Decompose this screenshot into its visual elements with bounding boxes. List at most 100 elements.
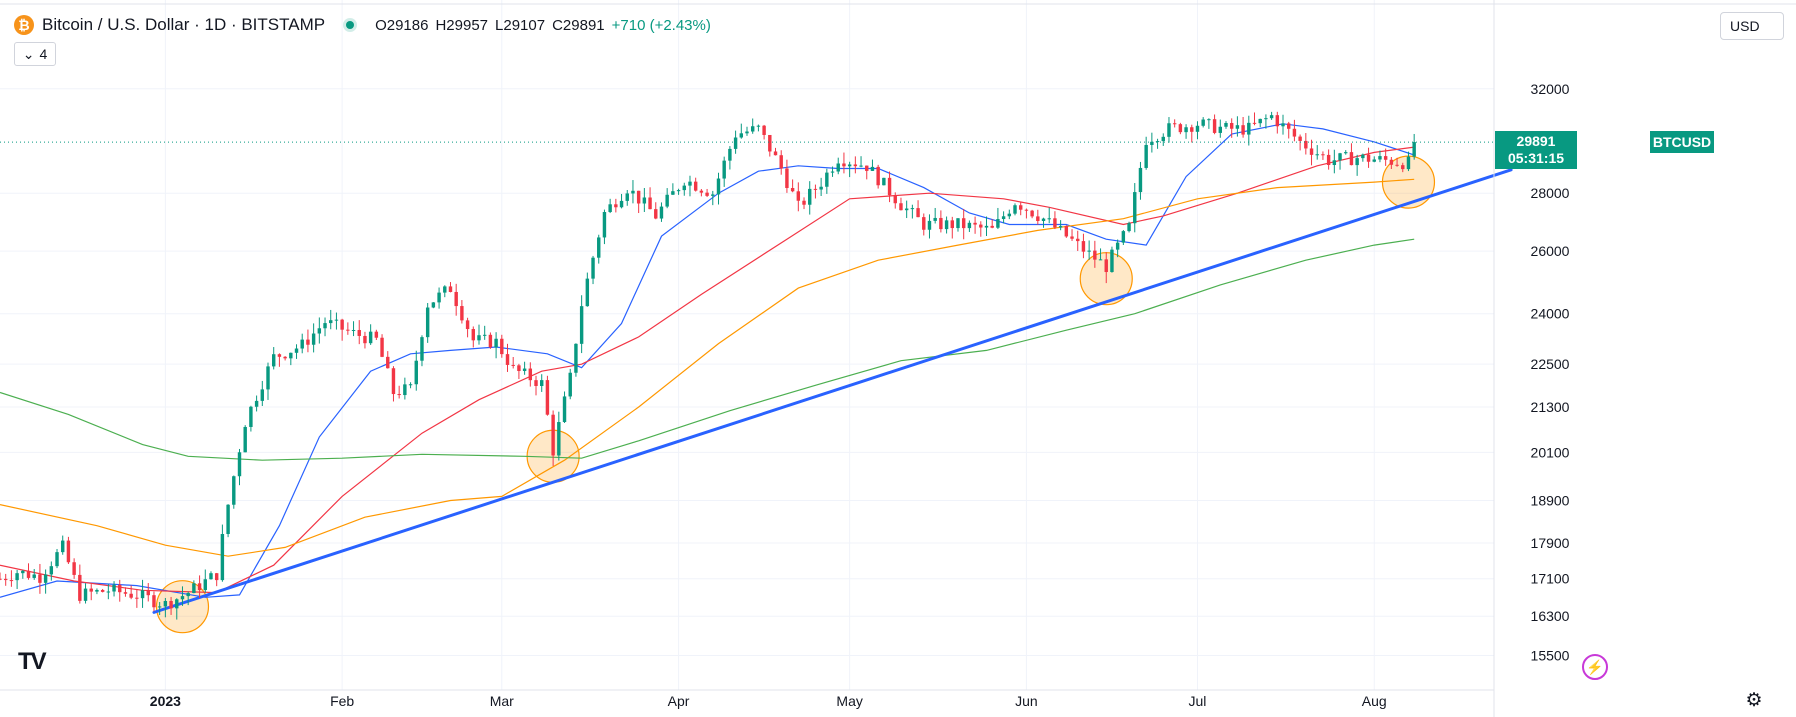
tradingview-logo[interactable]: TV xyxy=(18,648,47,675)
candle-body xyxy=(522,368,527,372)
candle-body xyxy=(899,203,903,211)
candle-body xyxy=(3,578,8,581)
y-tick-label: 17100 xyxy=(1531,571,1570,587)
candle-body xyxy=(112,584,116,592)
candle-body xyxy=(1018,205,1023,210)
candle-body xyxy=(887,177,892,196)
candle-body xyxy=(1064,226,1069,237)
candle-body xyxy=(853,164,858,167)
candle-body xyxy=(1264,118,1268,120)
candle-body xyxy=(534,380,538,386)
candle-body xyxy=(89,588,93,592)
candle-body xyxy=(705,192,709,196)
currency-selector[interactable]: USD xyxy=(1720,12,1784,40)
candle-body xyxy=(100,589,105,592)
candle-body xyxy=(1047,218,1051,220)
candle-body xyxy=(192,583,196,594)
currency-label: USD xyxy=(1730,18,1760,34)
candle-body xyxy=(1172,123,1177,125)
candle-body xyxy=(163,600,168,607)
bar-countdown: 05:31:15 xyxy=(1507,150,1565,167)
lightning-icon[interactable]: ⚡ xyxy=(1582,654,1608,680)
chevron-down-icon: ⌄ xyxy=(22,45,35,62)
candle-body xyxy=(146,590,150,596)
candle-body xyxy=(762,125,766,135)
candle-body xyxy=(1081,241,1086,252)
candle-body xyxy=(551,414,555,456)
candle-body xyxy=(910,208,915,210)
candle-body xyxy=(711,194,715,196)
trendline[interactable] xyxy=(152,168,1513,614)
candles xyxy=(0,111,1416,620)
y-tick-label: 20100 xyxy=(1531,444,1570,460)
candle-body xyxy=(289,352,293,359)
candle-body xyxy=(465,320,470,330)
candle-body xyxy=(1036,216,1040,222)
candle-body xyxy=(608,204,612,213)
candle-body xyxy=(1127,223,1131,232)
candle-body xyxy=(397,394,401,396)
candle-body xyxy=(78,574,82,601)
candle-body xyxy=(859,165,863,167)
candle-body xyxy=(802,200,806,205)
candle-body xyxy=(1315,154,1319,156)
candle-body xyxy=(728,148,732,161)
highlight-circle xyxy=(155,580,210,634)
candle-body xyxy=(568,372,572,397)
candle-body xyxy=(597,237,601,258)
candle-body xyxy=(1269,115,1274,119)
candle-body xyxy=(346,329,350,331)
candle-body xyxy=(1309,148,1314,155)
candle-body xyxy=(1024,209,1029,211)
change-value: +710 (+2.43%) xyxy=(611,16,711,34)
candle-body xyxy=(996,219,1000,228)
candle-body xyxy=(306,339,310,345)
y-tick-label: 24000 xyxy=(1531,306,1570,322)
candle-body xyxy=(294,348,299,353)
candle-body xyxy=(1235,125,1240,129)
candle-body xyxy=(956,218,960,229)
indicators-toggle[interactable]: ⌄ 4 xyxy=(14,42,56,66)
candle-body xyxy=(625,193,629,201)
candle-body xyxy=(408,384,413,386)
candle-body xyxy=(214,573,219,581)
candle-body xyxy=(676,190,681,192)
symbol-price-tag: BTCUSD xyxy=(1650,131,1714,154)
candle-body xyxy=(1138,167,1143,193)
candle-body xyxy=(83,588,88,601)
candle-body xyxy=(1195,125,1200,132)
candle-body xyxy=(1412,142,1416,157)
chart-header: ₿ Bitcoin / U.S. Dollar · 1D · BITSTAMP … xyxy=(14,12,711,38)
open-value: O29186 xyxy=(375,16,429,34)
candle-body xyxy=(448,286,453,292)
candle-body xyxy=(1212,119,1217,133)
candle-body xyxy=(471,329,476,341)
candle-body xyxy=(32,574,36,578)
candle-body xyxy=(243,426,247,453)
candle-body xyxy=(773,151,778,156)
candle-body xyxy=(180,596,185,600)
candle-body xyxy=(454,291,458,307)
candle-body xyxy=(1115,242,1120,250)
candle-body xyxy=(1104,259,1108,273)
y-tick-label: 28000 xyxy=(1531,185,1570,201)
candle-body xyxy=(15,573,19,581)
candle-body xyxy=(249,406,253,427)
symbol-title[interactable]: Bitcoin / U.S. Dollar · 1D · BITSTAMP xyxy=(42,15,326,34)
candle-body xyxy=(904,208,909,211)
candle-body xyxy=(169,600,173,609)
candle-body xyxy=(1395,164,1399,166)
candle-body xyxy=(699,190,704,193)
gear-icon[interactable]: ⚙ xyxy=(1745,689,1763,711)
candle-body xyxy=(1383,156,1388,160)
bitcoin-icon: ₿ xyxy=(14,15,34,35)
candle-body xyxy=(1389,159,1394,165)
x-tick-label: Mar xyxy=(490,693,514,709)
candle-body xyxy=(43,574,48,583)
candle-body xyxy=(557,422,561,456)
y-tick-label: 26000 xyxy=(1531,243,1570,259)
candle-body xyxy=(482,334,487,336)
moving-average-line xyxy=(0,178,1415,557)
candle-body xyxy=(870,166,875,171)
